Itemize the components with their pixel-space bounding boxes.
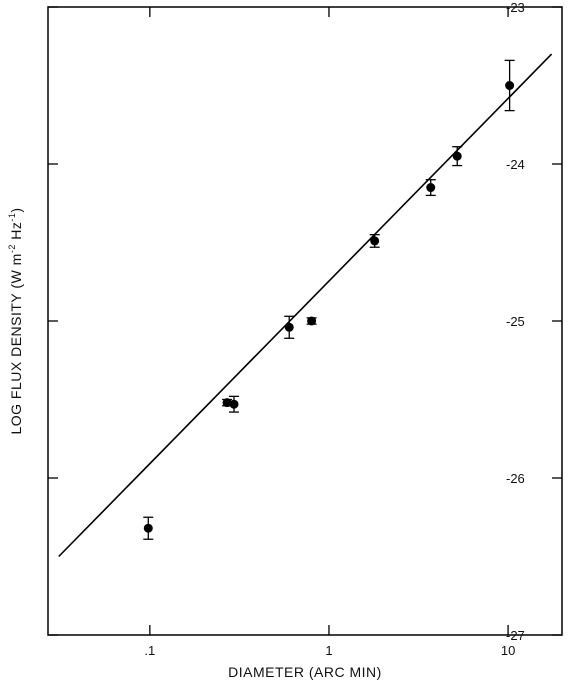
y-tick-label: -23	[506, 0, 525, 15]
y-tick-label: -26	[506, 471, 525, 486]
y-axis-title-sup1: -2	[7, 244, 17, 253]
y-axis-title-prefix: LOG FLUX DENSITY (W m	[8, 253, 24, 434]
data-points-group	[143, 59, 515, 540]
y-tick-label: -27	[506, 628, 525, 643]
data-point	[284, 322, 294, 332]
fit-line	[58, 53, 553, 558]
data-point	[307, 316, 317, 326]
x-axis-title: DIAMETER (ARC MIN)	[228, 664, 382, 680]
tick-labels-group: .1 1 10 -23 -24 -25 -26 -27	[144, 0, 524, 658]
data-point	[143, 523, 153, 533]
y-axis-title: LOG FLUX DENSITY (W m-2 Hz-1)	[7, 207, 24, 434]
y-axis-title-sup2: -1	[7, 213, 17, 222]
data-point	[452, 151, 462, 161]
y-tick-label: -25	[506, 314, 525, 329]
data-point	[222, 398, 232, 408]
ticks-group	[48, 6, 562, 636]
y-axis-title-suffix: )	[8, 207, 24, 212]
data-point	[426, 183, 436, 193]
data-point	[229, 399, 239, 409]
plot-frame	[47, 6, 563, 636]
y-tick-label: -24	[506, 157, 525, 172]
x-tick-label: 10	[501, 643, 515, 658]
x-tick-label: .1	[144, 643, 155, 658]
y-axis-title-middle: Hz	[8, 222, 24, 245]
data-point	[505, 81, 515, 90]
x-tick-label: 1	[325, 643, 332, 658]
data-point	[370, 236, 380, 246]
